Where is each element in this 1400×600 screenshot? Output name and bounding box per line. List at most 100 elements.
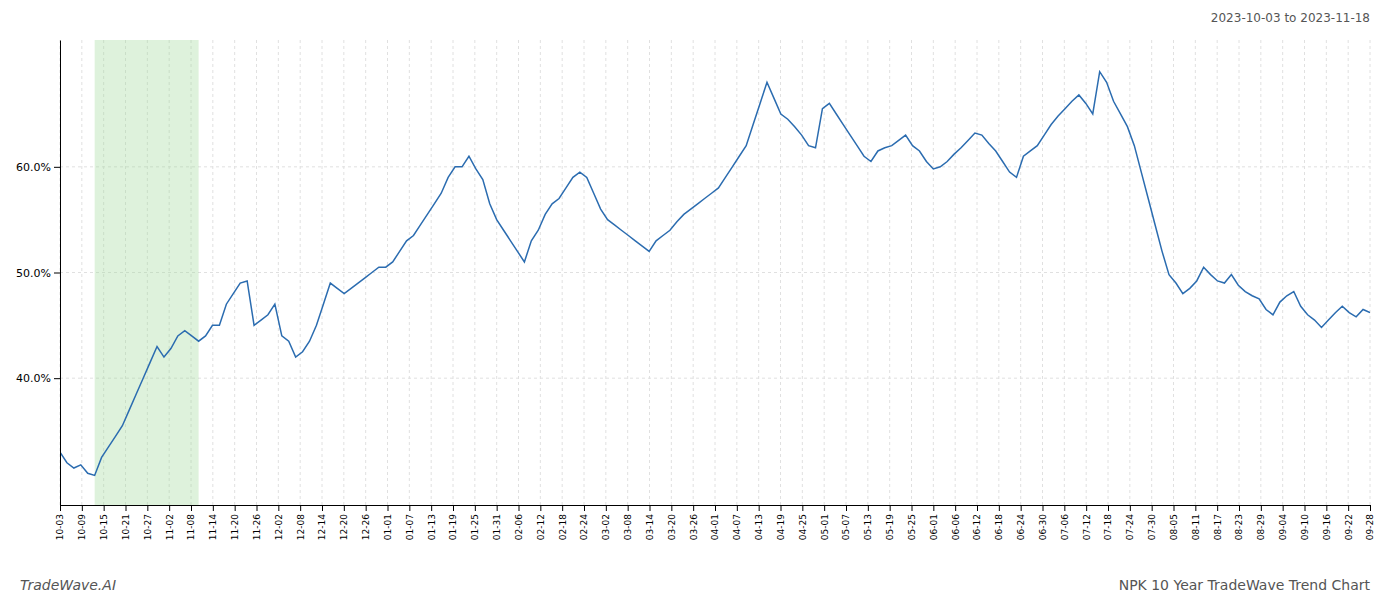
x-tick-label: 06-24 [1016,514,1026,540]
x-tick: 02-12 [536,505,546,540]
x-tick: 12-08 [296,505,306,540]
x-tick-label: 12-14 [317,514,327,540]
x-tick-label: 06-18 [994,514,1004,540]
x-tick-label: 06-06 [951,514,961,540]
x-tick-label: 10-27 [143,514,153,540]
x-tick-mark [715,505,716,511]
x-tick: 04-19 [776,505,786,540]
x-tick-mark [213,505,214,511]
y-tick: 40.0% [16,372,60,385]
x-tick-mark [540,505,541,511]
x-tick-label: 03-26 [689,514,699,540]
x-grid-line [1108,40,1109,505]
x-tick: 08-11 [1191,505,1201,540]
x-grid-line [562,40,563,505]
x-tick: 06-30 [1038,505,1048,540]
x-tick: 03-02 [601,505,611,540]
x-tick-label: 03-14 [645,514,655,540]
x-tick: 03-14 [645,505,655,540]
x-tick-label: 11-20 [230,514,240,540]
x-grid-line [671,40,672,505]
x-tick-mark [1174,505,1175,511]
x-tick-mark [431,505,432,511]
x-tick: 11-02 [165,505,175,540]
x-tick-mark [147,505,148,511]
x-tick: 10-15 [99,505,109,540]
x-tick-label: 08-17 [1213,514,1223,540]
x-tick-label: 10-15 [99,514,109,540]
x-tick-label: 04-19 [776,514,786,540]
x-grid-line [867,40,868,505]
x-tick-label: 05-25 [907,514,917,540]
x-tick-mark [562,505,563,511]
x-tick: 03-20 [667,505,677,540]
x-grid-line [81,40,82,505]
x-grid-line [256,40,257,505]
x-tick-label: 10-03 [55,514,65,540]
x-tick-mark [999,505,1000,511]
x-tick-label: 08-23 [1234,514,1244,540]
x-tick-label: 10-09 [77,514,87,540]
x-tick: 05-19 [885,505,895,540]
x-tick-mark [606,505,607,511]
x-tick-mark [846,505,847,511]
y-grid-line [60,272,1370,273]
x-tick-mark [1239,505,1240,511]
x-tick: 05-01 [820,505,830,540]
x-tick-label: 07-06 [1060,514,1070,540]
x-tick-label: 04-25 [798,514,808,540]
y-tick-label: 50.0% [16,267,51,280]
x-tick-mark [1152,505,1153,511]
x-tick: 01-19 [448,505,458,540]
x-grid-line [1282,40,1283,505]
x-tick: 03-08 [623,505,633,540]
y-grid-line [60,378,1370,379]
x-tick: 01-25 [470,505,480,540]
x-tick-label: 02-18 [558,514,568,540]
x-tick-label: 06-12 [972,514,982,540]
x-tick: 03-26 [689,505,699,540]
x-tick-mark [693,505,694,511]
x-tick: 06-01 [929,505,939,540]
x-tick-mark [519,505,520,511]
x-grid-line [736,40,737,505]
x-tick-label: 01-13 [427,514,437,540]
x-tick-mark [1261,505,1262,511]
x-tick-label: 01-31 [492,514,502,540]
x-tick: 06-06 [951,505,961,540]
x-tick-label: 05-01 [820,514,830,540]
x-grid-line [431,40,432,505]
x-tick-mark [1217,505,1218,511]
x-tick-mark [82,505,83,511]
x-grid-line [977,40,978,505]
x-tick-mark [278,505,279,511]
x-tick-mark [60,505,61,511]
x-tick-label: 02-12 [536,514,546,540]
plot-area: 10-0310-0910-1510-2110-2711-0211-0811-14… [16,40,1375,540]
x-tick-mark [650,505,651,511]
x-tick-mark [1348,505,1349,511]
x-tick-mark [890,505,891,511]
x-tick: 01-13 [427,505,437,540]
x-grid-line [911,40,912,505]
x-tick: 02-06 [514,505,524,540]
x-tick-mark [1130,505,1131,511]
y-tick-mark [54,273,60,274]
highlight-band [95,40,199,505]
x-tick-mark [1086,505,1087,511]
x-tick-mark [977,505,978,511]
x-tick: 05-13 [863,505,873,540]
y-tick-label: 60.0% [16,161,51,174]
x-tick-label: 11-26 [252,514,262,540]
x-tick-mark [235,505,236,511]
x-tick-mark [104,505,105,511]
x-tick-label: 11-14 [208,514,218,540]
x-tick: 07-12 [1082,505,1092,540]
x-tick-label: 12-08 [296,514,306,540]
x-tick-label: 01-07 [405,514,415,540]
line [60,72,1370,476]
x-tick-mark [366,505,367,511]
x-tick: 12-02 [274,505,284,540]
x-tick-mark [1195,505,1196,511]
x-tick-mark [759,505,760,511]
